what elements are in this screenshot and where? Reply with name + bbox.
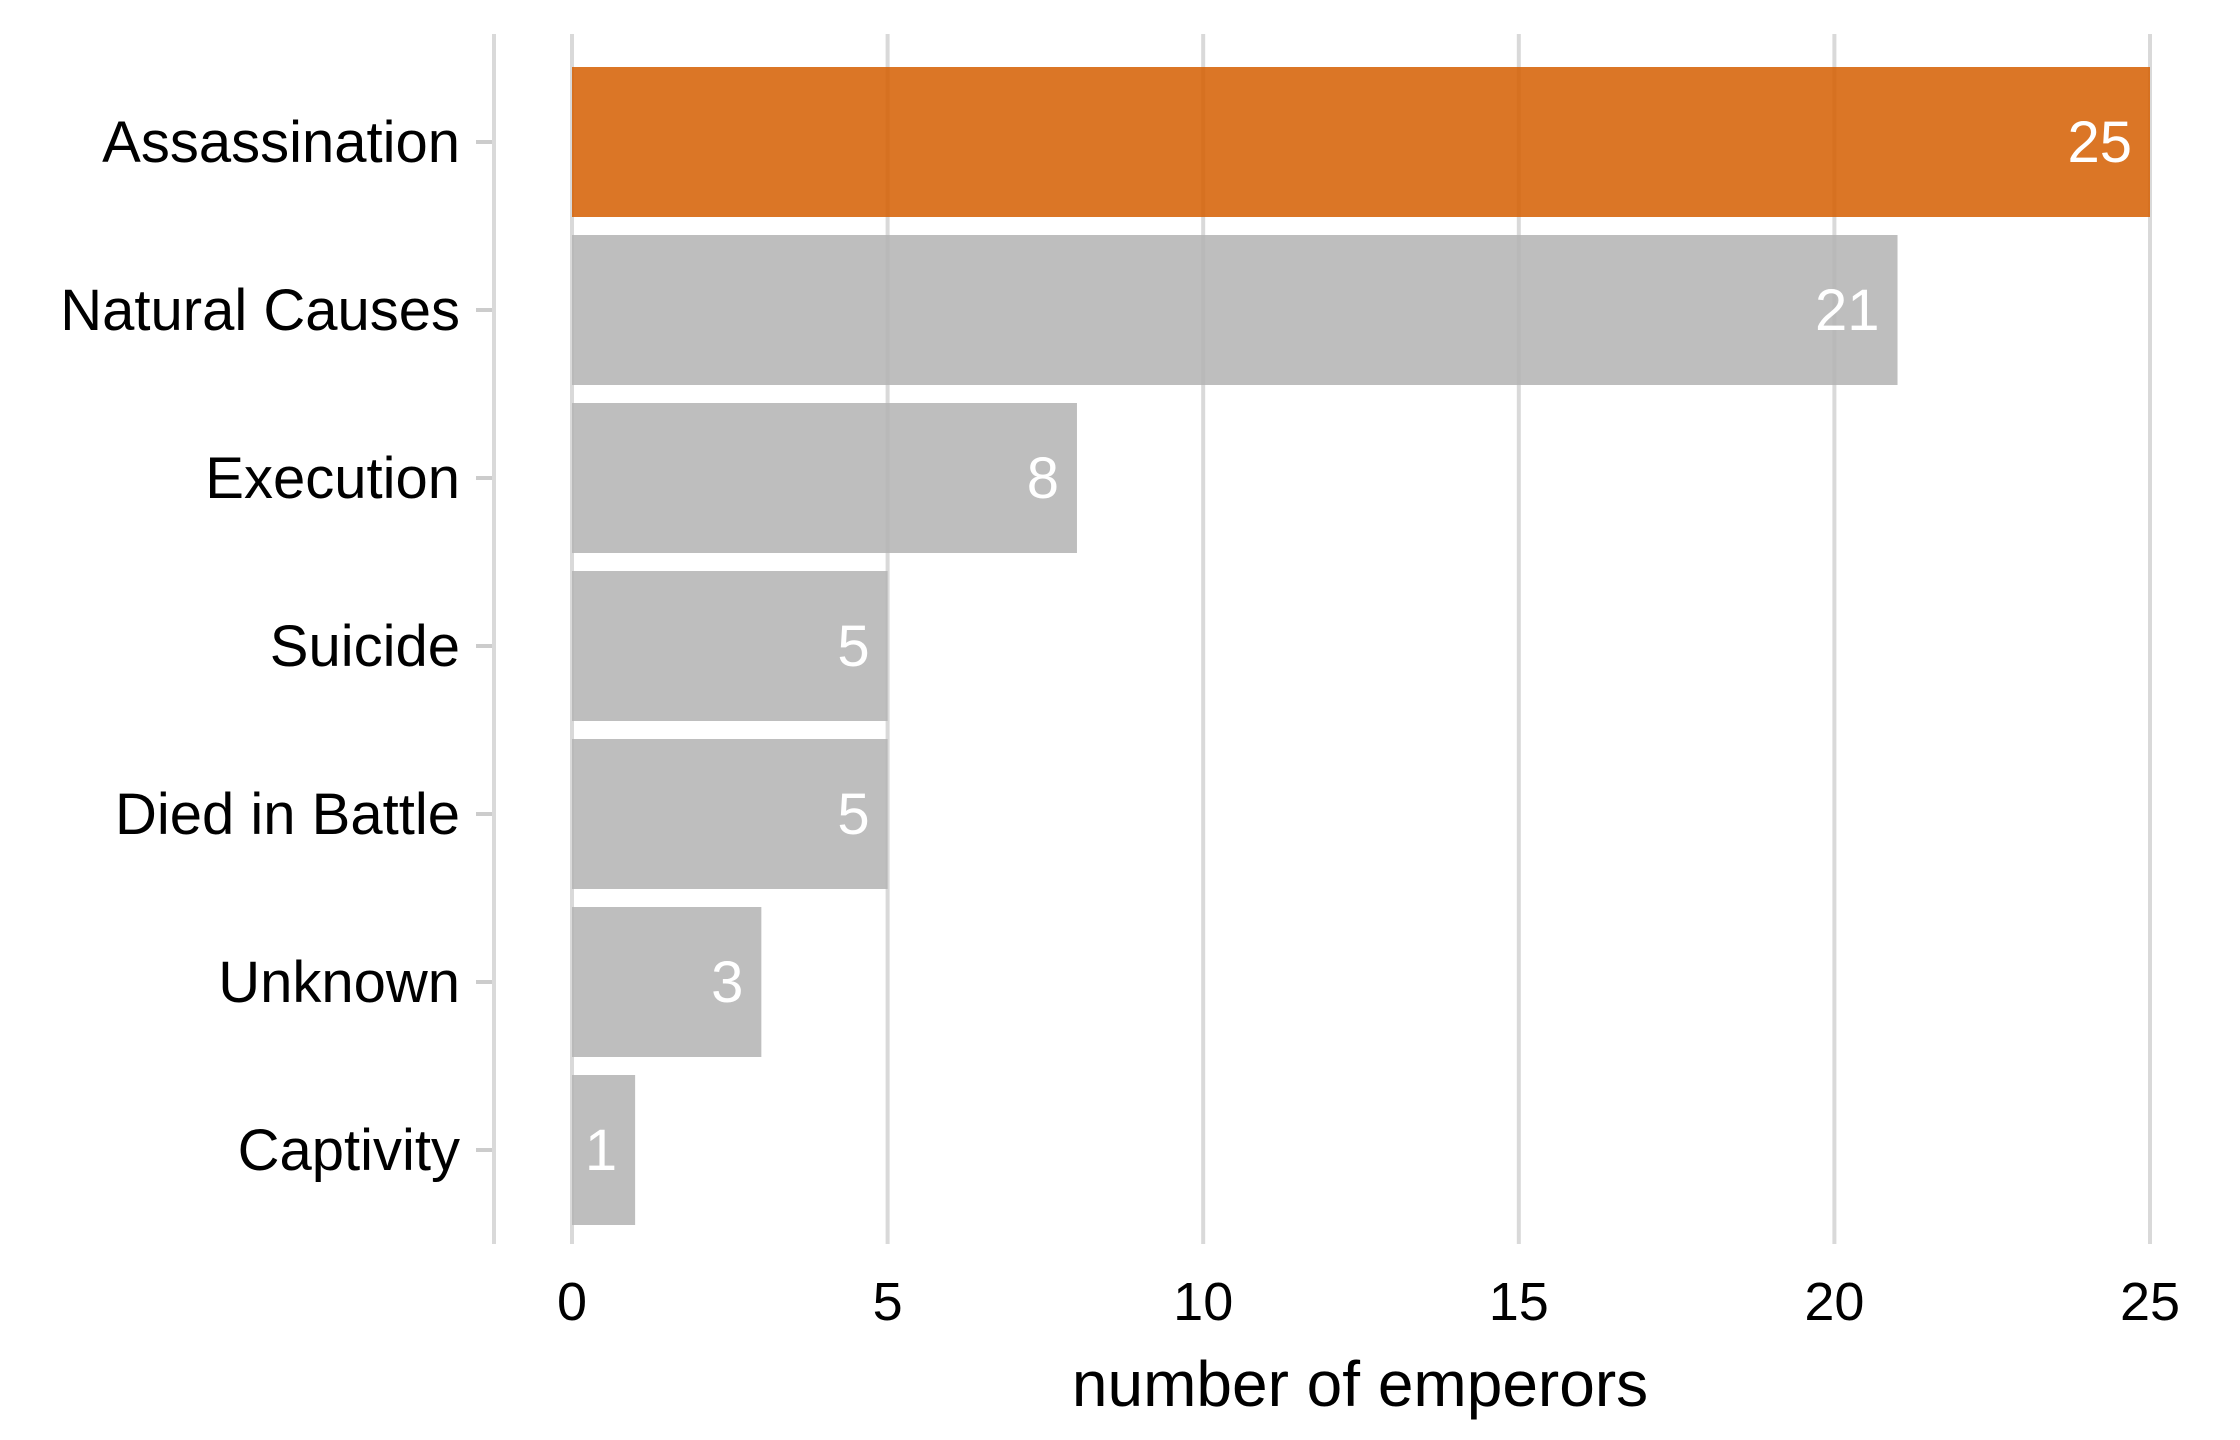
bar-captivity	[572, 1075, 636, 1225]
x-tick-label: 10	[1173, 1272, 1233, 1332]
bar-natural-causes	[572, 235, 1898, 385]
bar-died-in-battle	[572, 739, 888, 889]
category-label: Suicide	[270, 614, 460, 679]
bar-assassination	[572, 67, 2150, 217]
x-tick-label: 20	[1804, 1272, 1864, 1332]
category-label: Died in Battle	[115, 782, 460, 847]
bar-value-label: 5	[837, 782, 869, 847]
category-label: Unknown	[218, 950, 460, 1015]
category-label: Natural Causes	[60, 278, 460, 343]
category-label: Captivity	[238, 1118, 460, 1183]
x-tick-label: 5	[873, 1272, 903, 1332]
bar-value-label: 21	[1815, 278, 1880, 343]
bar-unknown	[572, 907, 762, 1057]
bar-value-label: 5	[837, 614, 869, 679]
category-label: Execution	[205, 446, 460, 511]
x-tick-label: 25	[2120, 1272, 2180, 1332]
category-label: Assassination	[102, 110, 460, 175]
bars: 25 21 8 5 5 3 1	[572, 67, 2150, 1225]
category-labels: Assassination Natural Causes Execution Suic…	[60, 110, 492, 1183]
bar-value-label: 25	[2067, 110, 2132, 175]
x-tick-label: 15	[1489, 1272, 1549, 1332]
x-tick-labels: 0 5 10 15 20 25	[557, 1272, 2180, 1332]
x-axis-title: number of emperors	[1072, 1348, 1648, 1420]
x-tick-label: 0	[557, 1272, 587, 1332]
bar-value-label: 8	[1027, 446, 1059, 511]
bar-value-label: 1	[585, 1118, 617, 1183]
bar-value-label: 3	[711, 950, 743, 1015]
bar-execution	[572, 403, 1077, 553]
bar-suicide	[572, 571, 888, 721]
